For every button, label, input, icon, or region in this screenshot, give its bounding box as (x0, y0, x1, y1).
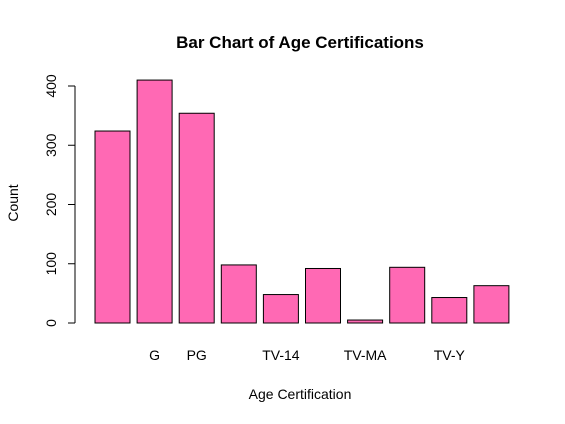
y-tick-label: 400 (43, 74, 59, 98)
bar (431, 297, 468, 324)
y-tick-label: 100 (43, 252, 59, 276)
bar (94, 130, 131, 324)
x-tick-label: TV-Y (434, 347, 466, 363)
x-tick-label: G (149, 347, 160, 363)
chart-title: Bar Chart of Age Certifications (176, 33, 424, 52)
bar (305, 267, 341, 324)
x-axis-label: Age Certification (249, 386, 352, 402)
bar (178, 112, 215, 324)
y-tick-label: 0 (43, 319, 59, 327)
x-tick-label: PG (187, 347, 207, 363)
y-tick-label: 200 (43, 193, 59, 217)
x-tick-label: TV-MA (344, 347, 387, 363)
y-axis: 0 100 200 300 400 (43, 74, 76, 327)
y-axis-label: Count (5, 184, 21, 221)
bar (347, 319, 384, 324)
y-tick-label: 300 (43, 133, 59, 157)
x-tick-labels: G PG TV-14 TV-MA TV-Y (149, 347, 465, 363)
bar (220, 264, 257, 324)
x-tick-label: TV-14 (262, 347, 300, 363)
bar (389, 266, 426, 324)
bar (473, 285, 510, 324)
bar (136, 79, 173, 324)
bars-group (94, 79, 510, 324)
bar (262, 294, 299, 324)
